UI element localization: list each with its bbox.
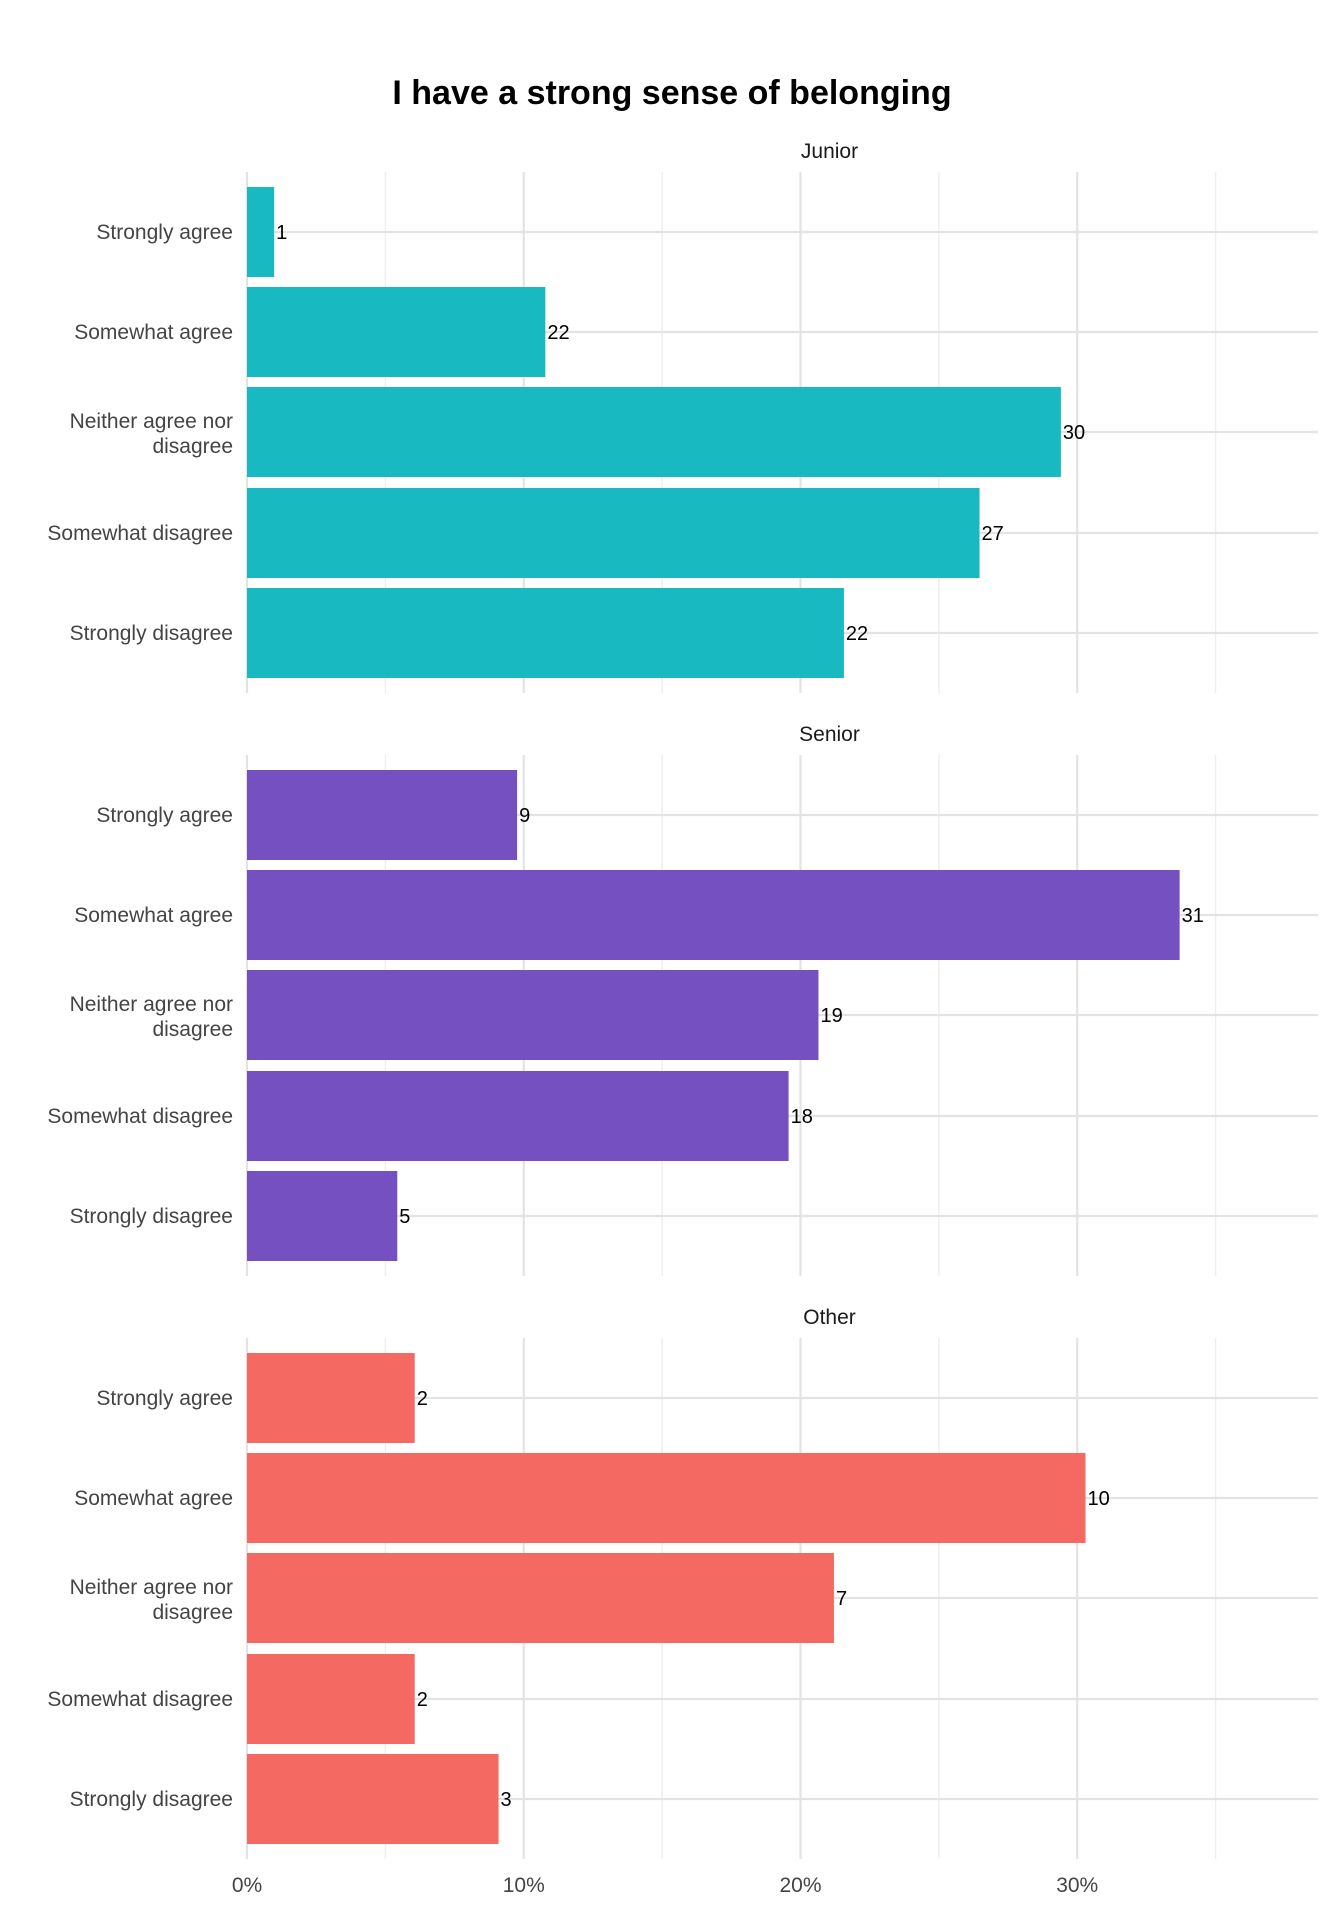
bar xyxy=(247,870,1180,960)
category-label: Strongly disagree xyxy=(70,1205,233,1228)
bar xyxy=(247,1553,834,1643)
category-label: Somewhat disagree xyxy=(47,1688,233,1711)
bar xyxy=(247,1171,398,1261)
category-label: Neither agree nor disagree xyxy=(70,410,233,458)
facet-title: Other xyxy=(803,1306,856,1329)
category-label: Somewhat agree xyxy=(74,904,233,927)
category-label: Strongly agree xyxy=(96,1387,233,1410)
category-label: Strongly agree xyxy=(96,804,233,827)
bar xyxy=(247,970,819,1060)
facet-title: Senior xyxy=(799,723,860,746)
category-label: Neither agree nor disagree xyxy=(70,1576,233,1624)
bar xyxy=(247,488,980,578)
facet-senior: Senior 9 Strongly agree 31 Somewhat agree 19 N… xyxy=(47,723,1318,1276)
facet-junior: Junior 1 Strongly agree 22 Somewhat agree 30 N… xyxy=(47,140,1318,693)
value-label: 22 xyxy=(547,322,569,344)
x-tick-label: 20% xyxy=(779,1874,821,1897)
bar xyxy=(247,1453,1086,1543)
bar xyxy=(247,1654,415,1744)
value-label: 3 xyxy=(501,1789,512,1811)
category-label: Somewhat agree xyxy=(74,1487,233,1510)
category-label: Strongly agree xyxy=(96,221,233,244)
value-label: 2 xyxy=(417,1388,428,1410)
facet-other: Other 2 Strongly agree 10 Somewhat agree 7 Nei… xyxy=(47,1306,1318,1859)
value-label: 22 xyxy=(846,623,868,645)
value-label: 5 xyxy=(399,1206,410,1228)
bar xyxy=(247,588,844,678)
bar xyxy=(247,187,275,277)
category-label: Neither agree nor disagree xyxy=(70,993,233,1041)
bar xyxy=(247,1353,415,1443)
category-label: Strongly disagree xyxy=(70,622,233,645)
chart-title: I have a strong sense of belonging xyxy=(392,74,951,112)
value-label: 2 xyxy=(417,1689,428,1711)
value-label: 18 xyxy=(791,1106,813,1128)
value-label: 1 xyxy=(276,222,287,244)
value-label: 7 xyxy=(836,1588,847,1610)
value-label: 31 xyxy=(1182,905,1204,927)
bar xyxy=(247,1071,789,1161)
x-tick-label: 10% xyxy=(503,1874,545,1897)
category-label: Somewhat agree xyxy=(74,321,233,344)
x-tick-label: 0% xyxy=(232,1874,262,1897)
value-label: 9 xyxy=(519,805,530,827)
bar xyxy=(247,387,1061,477)
value-label: 10 xyxy=(1088,1488,1110,1510)
value-label: 19 xyxy=(820,1005,842,1027)
bar xyxy=(247,770,518,860)
category-label: Somewhat disagree xyxy=(47,1105,233,1128)
category-label: Strongly disagree xyxy=(70,1788,233,1811)
value-label: 30 xyxy=(1063,422,1085,444)
facet-title: Junior xyxy=(801,140,858,163)
bar xyxy=(247,1754,499,1844)
x-tick-label: 30% xyxy=(1056,1874,1098,1897)
bar xyxy=(247,287,546,377)
value-label: 27 xyxy=(982,523,1004,545)
category-label: Somewhat disagree xyxy=(47,522,233,545)
